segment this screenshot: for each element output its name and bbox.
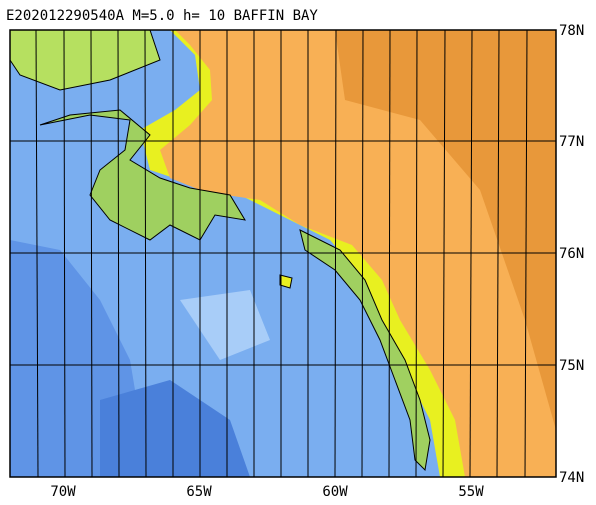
meridian <box>442 29 446 478</box>
island <box>279 274 293 289</box>
meridian <box>469 29 473 478</box>
meridian <box>415 29 418 478</box>
lat-label: 75N <box>559 358 584 374</box>
meridian <box>63 29 66 478</box>
lat-label: 74N <box>559 470 584 486</box>
lon-labels: 70W 65W 60W 55W <box>50 484 484 500</box>
land <box>299 229 431 472</box>
deep-water <box>100 380 250 477</box>
deep-basin-core <box>335 30 556 430</box>
meridian <box>334 29 337 478</box>
meridian <box>117 29 120 478</box>
meridian <box>388 29 391 478</box>
lat-label: 77N <box>559 134 584 150</box>
map-frame <box>9 29 557 478</box>
lat-labels: 78N 77N 76N 75N 74N <box>559 23 584 486</box>
lon-label: 70W <box>50 484 76 500</box>
land <box>39 109 246 241</box>
graticule <box>10 29 556 478</box>
meridian <box>496 29 500 478</box>
lon-label: 65W <box>186 484 212 500</box>
map-title: E202012290540A M=5.0 h= 10 BAFFIN BAY <box>6 8 318 24</box>
lon-label: 55W <box>458 484 484 500</box>
lat-label: 76N <box>559 246 584 262</box>
meridian <box>361 29 364 478</box>
map-area <box>9 29 557 478</box>
lat-label: 78N <box>559 23 584 39</box>
meridian <box>35 29 39 478</box>
meridian <box>524 29 528 478</box>
meridian <box>90 29 93 478</box>
shallow-water <box>180 290 270 360</box>
lon-label: 60W <box>322 484 348 500</box>
land <box>9 29 161 91</box>
meridian <box>144 29 147 478</box>
